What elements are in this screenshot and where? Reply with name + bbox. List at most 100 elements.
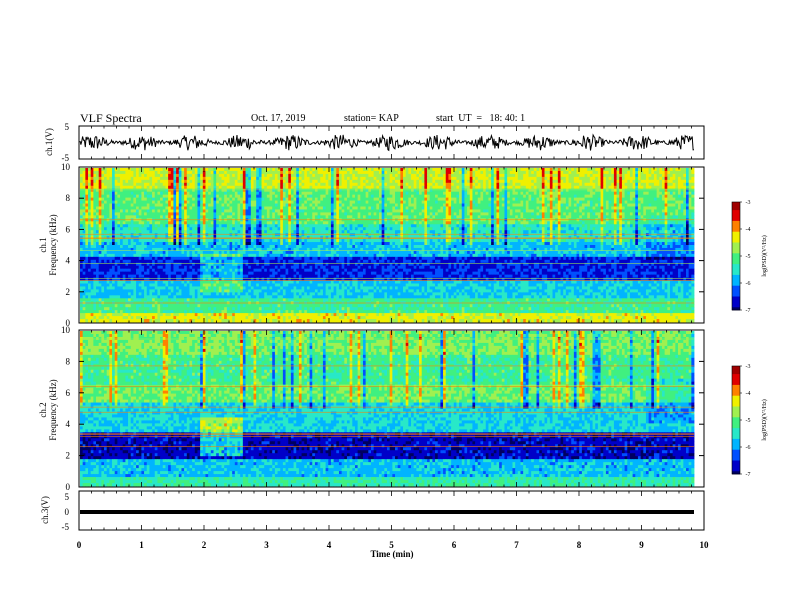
colorbar-swatch bbox=[732, 237, 740, 240]
time-tick-label: 1 bbox=[139, 540, 144, 550]
colorbar-tick-label: -4 bbox=[746, 391, 751, 397]
colorbar-tick-label: -5 bbox=[746, 418, 751, 424]
freq-tick-label: 10 bbox=[61, 162, 71, 172]
colorbar-swatch bbox=[732, 243, 740, 246]
freq-tick-label: 2 bbox=[66, 451, 71, 461]
colorbar-swatch bbox=[732, 458, 740, 461]
colorbar-swatch bbox=[732, 463, 740, 466]
colorbar-swatch bbox=[732, 232, 740, 235]
colorbar-swatch bbox=[732, 431, 740, 434]
freq-tick-label: 4 bbox=[66, 419, 71, 429]
colorbar-swatch bbox=[732, 409, 740, 412]
freq-tick-label: 10 bbox=[61, 325, 71, 335]
colorbar-swatch bbox=[732, 461, 740, 464]
time-tick-label: 8 bbox=[577, 540, 582, 550]
colorbar-swatch bbox=[732, 224, 740, 227]
colorbar-swatch bbox=[732, 245, 740, 248]
colorbar-swatch bbox=[732, 229, 740, 232]
colorbar-swatch bbox=[732, 297, 740, 300]
ch1-colorbar-label: log(PSD)(V²/Hz) bbox=[761, 235, 768, 276]
colorbar-swatch bbox=[732, 415, 740, 418]
colorbar-swatch bbox=[732, 270, 740, 273]
colorbar-swatch bbox=[732, 299, 740, 302]
vlf-spectra-figure: 5 -5 ch.1(V) 0 2 4 6 8 10 ch.1 Frequency (kHz… bbox=[0, 0, 792, 612]
colorbar-tick-label: -6 bbox=[746, 445, 751, 451]
colorbar-swatch bbox=[732, 205, 740, 208]
colorbar-swatch bbox=[732, 444, 740, 447]
colorbar-swatch bbox=[732, 218, 740, 221]
colorbar-swatch bbox=[732, 380, 740, 383]
freq-tick-label: 2 bbox=[66, 287, 71, 297]
colorbar-swatch bbox=[732, 450, 740, 453]
colorbar-swatch bbox=[732, 436, 740, 439]
colorbar-swatch bbox=[732, 469, 740, 472]
time-tick-label: 10 bbox=[700, 540, 710, 550]
time-tick-label: 6 bbox=[452, 540, 457, 550]
colorbar-tick-label: -4 bbox=[746, 227, 751, 233]
freq-tick-label: 8 bbox=[66, 356, 71, 366]
colorbar-swatch bbox=[732, 280, 740, 283]
colorbar-swatch bbox=[732, 256, 740, 259]
time-tick-label: 2 bbox=[202, 540, 207, 550]
colorbar-swatch bbox=[732, 371, 740, 374]
colorbar-tick-label: -5 bbox=[746, 254, 751, 260]
colorbar-swatch bbox=[732, 226, 740, 229]
ch2-spec-channel-label: ch.2 bbox=[38, 402, 48, 417]
colorbar-tick-label: -7 bbox=[746, 472, 751, 478]
ch1-ylabel: ch.1(V) bbox=[44, 128, 54, 156]
colorbar-swatch bbox=[732, 401, 740, 404]
colorbar-swatch bbox=[732, 398, 740, 401]
colorbar-swatch bbox=[732, 261, 740, 264]
colorbar-swatch bbox=[732, 420, 740, 423]
ch1-colorbar: -3-4-5-6-7 bbox=[732, 200, 751, 314]
ch1-spec-ylabel: Frequency (kHz) bbox=[48, 214, 58, 275]
ch1-waveform-panel: 5 -5 ch.1(V) bbox=[44, 122, 704, 163]
colorbar-swatch bbox=[732, 407, 740, 410]
ch2-spec-ylabel: Frequency (kHz) bbox=[48, 379, 58, 440]
colorbar-tick-label: -3 bbox=[746, 200, 751, 206]
colorbar-swatch bbox=[732, 264, 740, 267]
colorbar-swatch bbox=[732, 382, 740, 385]
ch3-waveform-trace bbox=[80, 510, 694, 514]
colorbar-swatch bbox=[732, 425, 740, 428]
ch3-ytick-bottom: -5 bbox=[62, 522, 70, 532]
time-tick-label: 9 bbox=[639, 540, 644, 550]
colorbar-swatch bbox=[732, 369, 740, 372]
freq-tick-label: 8 bbox=[66, 193, 71, 203]
colorbar-swatch bbox=[732, 442, 740, 445]
time-tick-label: 4 bbox=[327, 540, 332, 550]
colorbar-swatch bbox=[732, 216, 740, 219]
colorbar-swatch bbox=[732, 251, 740, 254]
freq-tick-label: 6 bbox=[66, 224, 71, 234]
colorbar-swatch bbox=[732, 253, 740, 256]
colorbar-swatch bbox=[732, 447, 740, 450]
colorbar-swatch bbox=[732, 388, 740, 391]
colorbar-swatch bbox=[732, 283, 740, 286]
colorbar-swatch bbox=[732, 213, 740, 216]
ch3-ylabel: ch.3(V) bbox=[40, 496, 50, 524]
colorbar-swatch bbox=[732, 412, 740, 415]
colorbar-swatch bbox=[732, 385, 740, 388]
ch3-ytick-top: 5 bbox=[65, 492, 70, 502]
colorbar-swatch bbox=[732, 428, 740, 431]
colorbar-swatch bbox=[732, 302, 740, 305]
ch1-spectrogram-heatmap bbox=[80, 168, 694, 322]
colorbar-swatch bbox=[732, 423, 740, 426]
ch2-spectrogram-heatmap bbox=[80, 331, 694, 486]
colorbar-swatch bbox=[732, 210, 740, 213]
colorbar-swatch bbox=[732, 417, 740, 420]
colorbar-swatch bbox=[732, 248, 740, 251]
colorbar-swatch bbox=[732, 466, 740, 469]
ch1-ytick-top: 5 bbox=[65, 122, 70, 132]
colorbar-tick-label: -3 bbox=[746, 364, 751, 370]
colorbar-swatch bbox=[732, 259, 740, 262]
colorbar-swatch bbox=[732, 272, 740, 275]
colorbar-swatch bbox=[732, 305, 740, 308]
ch1-spec-channel-label: ch.1 bbox=[38, 237, 48, 252]
colorbar-swatch bbox=[732, 275, 740, 278]
ch3-ytick-mid: 0 bbox=[65, 507, 70, 517]
colorbar-tick-label: -6 bbox=[746, 281, 751, 287]
colorbar-swatch bbox=[732, 240, 740, 243]
ch2-colorbar-label: log(PSD)(V²/Hz) bbox=[761, 399, 768, 440]
